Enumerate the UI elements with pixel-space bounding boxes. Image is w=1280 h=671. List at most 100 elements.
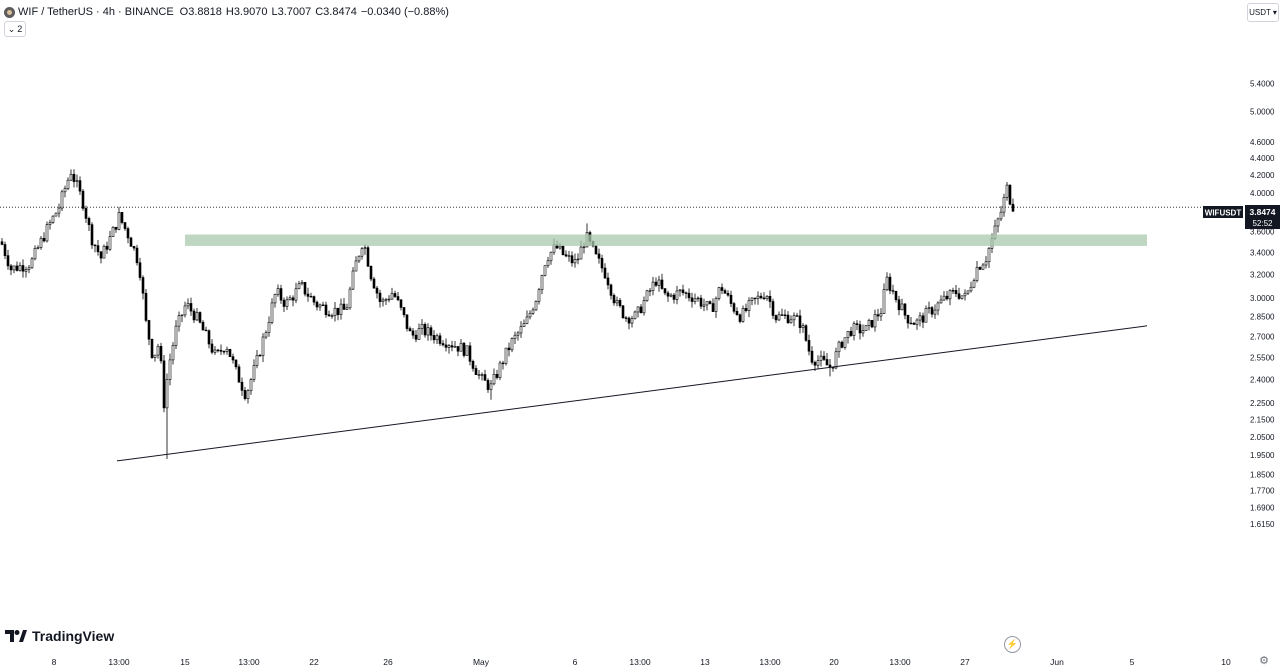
candle-body [228,348,232,357]
candle-body [402,307,406,316]
resistance-zone[interactable] [185,234,1147,246]
candle-body [864,325,868,331]
candle-body [558,245,562,249]
candle-body [861,330,865,334]
price-tick-label: 4.2000 [1250,171,1275,180]
candle-body [600,257,604,269]
candle-body [369,265,373,280]
candle-body [384,299,388,301]
candle-body [156,346,160,356]
candle-body [186,303,190,307]
candle-body [576,258,580,261]
candle-body [867,319,871,326]
candle-body [807,340,811,352]
candle-body [882,289,886,314]
candle-body [981,264,985,270]
candle-body [906,314,910,324]
candle-body [495,373,499,378]
candle-body [504,347,508,364]
candle-body [423,324,427,336]
candle-body [891,290,895,292]
candle-body [858,324,862,334]
candle-body [411,330,415,336]
candle-body [957,293,961,299]
candle-body [303,281,307,295]
candle-body [663,288,667,294]
candle-body [456,346,460,352]
candle-body [594,245,598,255]
time-tick-label: 13:00 [889,657,911,667]
time-tick-label: 27 [960,657,970,667]
candle-body [999,211,1003,220]
candle-body [924,308,928,323]
candle-body [444,344,448,348]
currency-button[interactable]: USDT ▾ [1247,3,1279,22]
price-tick-label: 1.6900 [1250,503,1275,512]
candle-body [255,354,259,366]
change-value: −0.0340 (−0.88%) [360,6,449,18]
candle-body [171,345,175,361]
candle-body [234,359,238,368]
candle-body [759,295,763,299]
candle-body [324,304,328,316]
candle-body [804,325,808,341]
candle-body [582,246,586,249]
candle-body [465,345,469,356]
candle-body [429,327,433,336]
candle-body [354,260,358,272]
candle-body [351,270,355,290]
candle-body [987,248,991,263]
candle-body [948,290,952,300]
price-tick-label: 3.4000 [1250,248,1275,257]
candle-body [792,315,796,321]
candle-body [684,292,688,294]
candle-body [717,287,721,299]
candle-body [936,302,940,311]
candle-body [780,314,784,316]
price-tick-label: 3.0000 [1250,294,1275,303]
candle-body [426,327,430,336]
candle-body [336,307,340,315]
price-axis[interactable]: 5.4000 5.0000 4.6000 4.4000 4.2000 4.0000 3.60… [1250,79,1275,529]
price-tick-label: 1.9500 [1250,451,1275,460]
candle-body [462,342,466,356]
time-tick-label: 13 [700,657,710,667]
price-tag-symbol: WIFUSDT [1205,209,1242,218]
candle-body [36,247,40,249]
candle-body [615,299,619,304]
time-axis[interactable]: 8 13:00 15 13:00 22 26 May 6 13:00 13 13:00 20 13:00… [52,657,1231,667]
candle-body [69,173,73,181]
candle-body [711,303,715,312]
candle-body [894,291,898,301]
candle-body [1008,184,1012,205]
time-tick-label: 20 [829,657,839,667]
candle-body [567,255,571,257]
candle-body [165,379,169,409]
price-tick-label: 4.6000 [1250,138,1275,147]
collapse-indicators-button[interactable]: ⌄ 2 [4,21,26,37]
candle-body [21,265,25,272]
candle-body [207,330,211,345]
symbol-title[interactable]: WIF / TetherUS · 4h · BINANCE [18,6,174,18]
chart-header: WIF / TetherUS · 4h · BINANCE O3.8818 H3… [4,4,449,20]
ascending-trendline[interactable] [116,325,1148,462]
candle-body [960,295,964,299]
candle-body [183,305,187,316]
candle-body [246,390,250,399]
candle-body [168,359,172,380]
candle-body [459,342,463,352]
gear-icon[interactable]: ⚙ [1259,655,1269,667]
candle-body [762,297,766,300]
candle-body [273,294,277,304]
candle-body [765,295,769,299]
candle-body [417,328,421,340]
candle-body [405,314,409,329]
high-value: H3.9070 [225,6,268,18]
candle-body [240,381,244,391]
candle-body [945,295,949,300]
tradingview-logo[interactable]: TradingView [5,628,114,644]
candle-body [204,329,208,332]
lightning-icon[interactable]: ⚡ [1004,636,1021,653]
candle-body [546,260,550,267]
